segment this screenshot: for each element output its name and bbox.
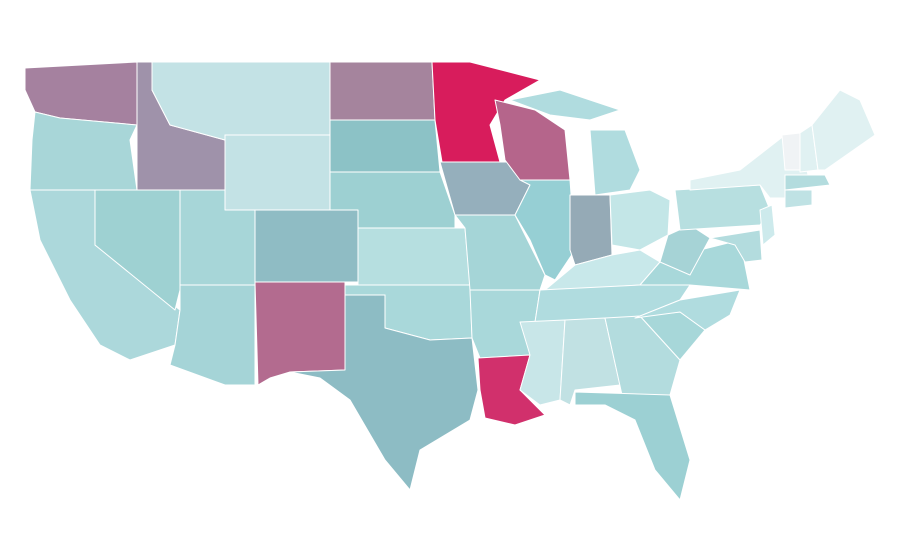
- state: [709, 229, 763, 263]
- state: [574, 391, 691, 501]
- state: [759, 204, 776, 246]
- state: [784, 174, 831, 191]
- states: [24, 61, 876, 501]
- state: [29, 111, 138, 191]
- state: [569, 194, 613, 266]
- state: [674, 184, 771, 231]
- state: [781, 132, 801, 171]
- state: [604, 315, 681, 396]
- state: [224, 134, 331, 211]
- state: [431, 61, 541, 163]
- state: [329, 119, 441, 173]
- state: [634, 289, 741, 331]
- state: [509, 89, 621, 121]
- state: [169, 284, 256, 386]
- state: [289, 294, 479, 491]
- state: [254, 209, 359, 283]
- state: [589, 129, 641, 196]
- state: [329, 61, 436, 121]
- state: [254, 281, 346, 386]
- state: [784, 189, 813, 209]
- state: [357, 227, 471, 286]
- state: [811, 89, 876, 171]
